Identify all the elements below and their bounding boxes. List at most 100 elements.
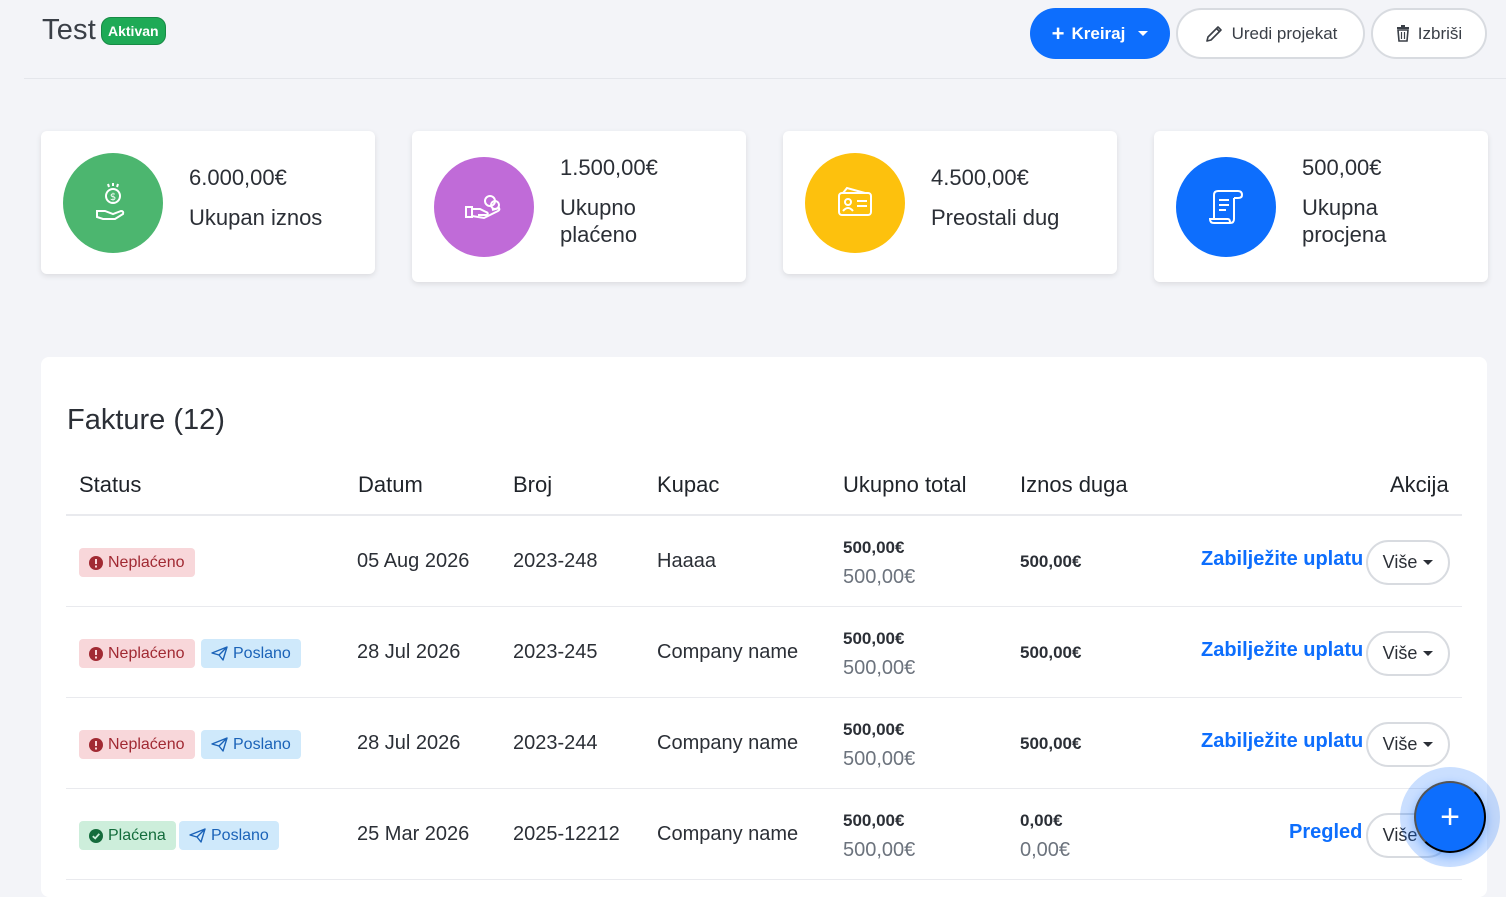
- scroll-icon: [1208, 190, 1244, 224]
- record-payment-link[interactable]: Zabilježite uplatu: [1201, 548, 1364, 570]
- stat-card-estimate: 500,00€ Ukupna procjena: [1154, 131, 1488, 282]
- trash-icon: [1396, 25, 1409, 42]
- coin-hand-icon: [465, 195, 501, 220]
- delete-label: Izbriši: [1417, 23, 1463, 43]
- invoices-title: Fakture (12): [67, 404, 225, 436]
- status-badge-unpaid: Neplaćeno: [79, 639, 195, 668]
- exclamation-circle-icon: [89, 555, 103, 570]
- table-row[interactable]: Neplaćeno Poslano 28 Jul 2026 2023-244 C…: [66, 698, 1462, 789]
- stat-card-paid: 1.500,00€ Ukupno plaćeno: [412, 131, 746, 282]
- edit-project-button[interactable]: Uredi projekat: [1176, 8, 1365, 59]
- status-badge-paid: Plaćena: [79, 821, 176, 850]
- create-label: Kreiraj: [1071, 23, 1126, 43]
- badge-label: Poslano: [211, 826, 269, 844]
- caret-down-icon: [1423, 742, 1434, 747]
- invoice-debt: 500,00€: [1020, 552, 1082, 571]
- pencil-icon: [1205, 25, 1222, 42]
- stat-circle: [1176, 157, 1276, 257]
- stat-label: Ukupna procjena: [1302, 195, 1387, 247]
- more-dropdown-button[interactable]: Više: [1366, 631, 1450, 676]
- add-floating-button[interactable]: +: [1414, 781, 1486, 853]
- invoices-panel: Fakture (12) Status Datum Broj Kupac Uku…: [41, 357, 1487, 897]
- record-payment-link[interactable]: Zabilježite uplatu: [1201, 730, 1364, 752]
- column-header-status[interactable]: Status: [79, 472, 142, 497]
- invoice-number: 2023-245: [513, 641, 598, 663]
- page-title: Test: [42, 14, 96, 46]
- invoice-debt: 500,00€: [1020, 643, 1082, 662]
- badge-label: Neplaćeno: [108, 644, 185, 662]
- stat-circle: [805, 153, 905, 253]
- invoice-total: 500,00€: [843, 629, 905, 648]
- caret-down-icon: [1423, 651, 1434, 656]
- invoice-total-sub: 500,00€: [843, 839, 916, 861]
- caret-down-icon: [1138, 31, 1149, 36]
- paper-plane-icon: [211, 646, 228, 661]
- status-badge: Aktivan: [101, 17, 166, 45]
- invoice-total: 500,00€: [843, 538, 905, 557]
- column-header-debt[interactable]: Iznos duga: [1020, 472, 1128, 497]
- column-header-total[interactable]: Ukupno total: [843, 472, 967, 497]
- invoice-date: 28 Jul 2026: [357, 641, 461, 663]
- stat-label: Ukupan iznos: [189, 205, 323, 230]
- svg-text:$: $: [110, 192, 116, 203]
- table-row[interactable]: Plaćena Poslano 25 Mar 2026 2025-12212 C…: [66, 789, 1462, 880]
- invoice-debt: 0,00€: [1020, 811, 1063, 830]
- money-hand-icon: $: [96, 183, 125, 220]
- table-header-divider: [66, 514, 1462, 516]
- status-badge-sent: Poslano: [179, 821, 279, 850]
- stat-amount: 500,00€: [1302, 155, 1382, 180]
- stat-card-debt: 4.500,00€ Preostali dug: [783, 131, 1117, 274]
- record-payment-link[interactable]: Zabilježite uplatu: [1201, 639, 1364, 661]
- invoice-date: 28 Jul 2026: [357, 732, 461, 754]
- delete-project-button[interactable]: Izbriši: [1371, 8, 1487, 59]
- stat-amount: 1.500,00€: [560, 155, 658, 180]
- invoice-customer: Haaaa: [657, 550, 716, 572]
- invoice-customer: Company name: [657, 641, 799, 663]
- badge-label: Neplaćeno: [108, 553, 185, 571]
- status-badge-unpaid: Neplaćeno: [79, 730, 195, 759]
- invoice-number: 2023-244: [513, 732, 598, 754]
- invoice-total-sub: 500,00€: [843, 657, 916, 679]
- invoice-number: 2023-248: [513, 550, 598, 572]
- invoice-total: 500,00€: [843, 811, 905, 830]
- column-header-action: Akcija: [1390, 472, 1449, 497]
- check-circle-icon: [89, 828, 103, 843]
- column-header-customer[interactable]: Kupac: [657, 472, 720, 497]
- stat-circle: [434, 157, 534, 257]
- column-header-number[interactable]: Broj: [513, 472, 553, 497]
- status-badge-sent: Poslano: [201, 730, 301, 759]
- badge-label: Poslano: [233, 644, 291, 662]
- more-label: Više: [1382, 552, 1418, 572]
- stat-label: Ukupno plaćeno: [560, 195, 638, 247]
- status-badge-unpaid: Neplaćeno: [79, 548, 195, 577]
- view-link[interactable]: Pregled: [1289, 821, 1363, 843]
- table-row[interactable]: Neplaćeno Poslano 28 Jul 2026 2023-245 C…: [66, 607, 1462, 698]
- column-header-date[interactable]: Datum: [358, 472, 423, 497]
- more-label: Više: [1382, 825, 1418, 845]
- stat-circle: $: [63, 153, 163, 253]
- exclamation-circle-icon: [89, 737, 103, 752]
- paper-plane-icon: [211, 737, 228, 752]
- stat-card-total: $ 6.000,00€ Ukupan iznos: [41, 131, 375, 274]
- invoice-date: 25 Mar 2026: [357, 823, 470, 845]
- more-label: Više: [1382, 643, 1418, 663]
- plus-icon: +: [1440, 797, 1460, 836]
- invoice-number: 2025-12212: [513, 823, 620, 845]
- more-dropdown-button[interactable]: Više: [1366, 540, 1450, 585]
- invoice-total: 500,00€: [843, 720, 905, 739]
- paper-plane-icon: [189, 828, 206, 843]
- more-label: Više: [1382, 734, 1418, 754]
- stat-amount: 4.500,00€: [931, 165, 1029, 190]
- stat-label: Preostali dug: [931, 205, 1060, 230]
- table-row[interactable]: Neplaćeno 05 Aug 2026 2023-248 Haaaa 500…: [66, 516, 1462, 607]
- page-header: Test Aktivan + Kreiraj Uredi projekat Iz…: [24, 0, 1506, 79]
- create-dropdown-button[interactable]: + Kreiraj: [1030, 8, 1170, 59]
- more-dropdown-button[interactable]: Više: [1366, 722, 1450, 767]
- invoice-debt: 500,00€: [1020, 734, 1082, 753]
- invoice-customer: Company name: [657, 823, 799, 845]
- plus-icon: +: [1051, 20, 1065, 46]
- invoice-date: 05 Aug 2026: [357, 550, 470, 572]
- invoice-total-sub: 500,00€: [843, 748, 916, 770]
- badge-label: Plaćena: [108, 826, 166, 844]
- caret-down-icon: [1423, 560, 1434, 565]
